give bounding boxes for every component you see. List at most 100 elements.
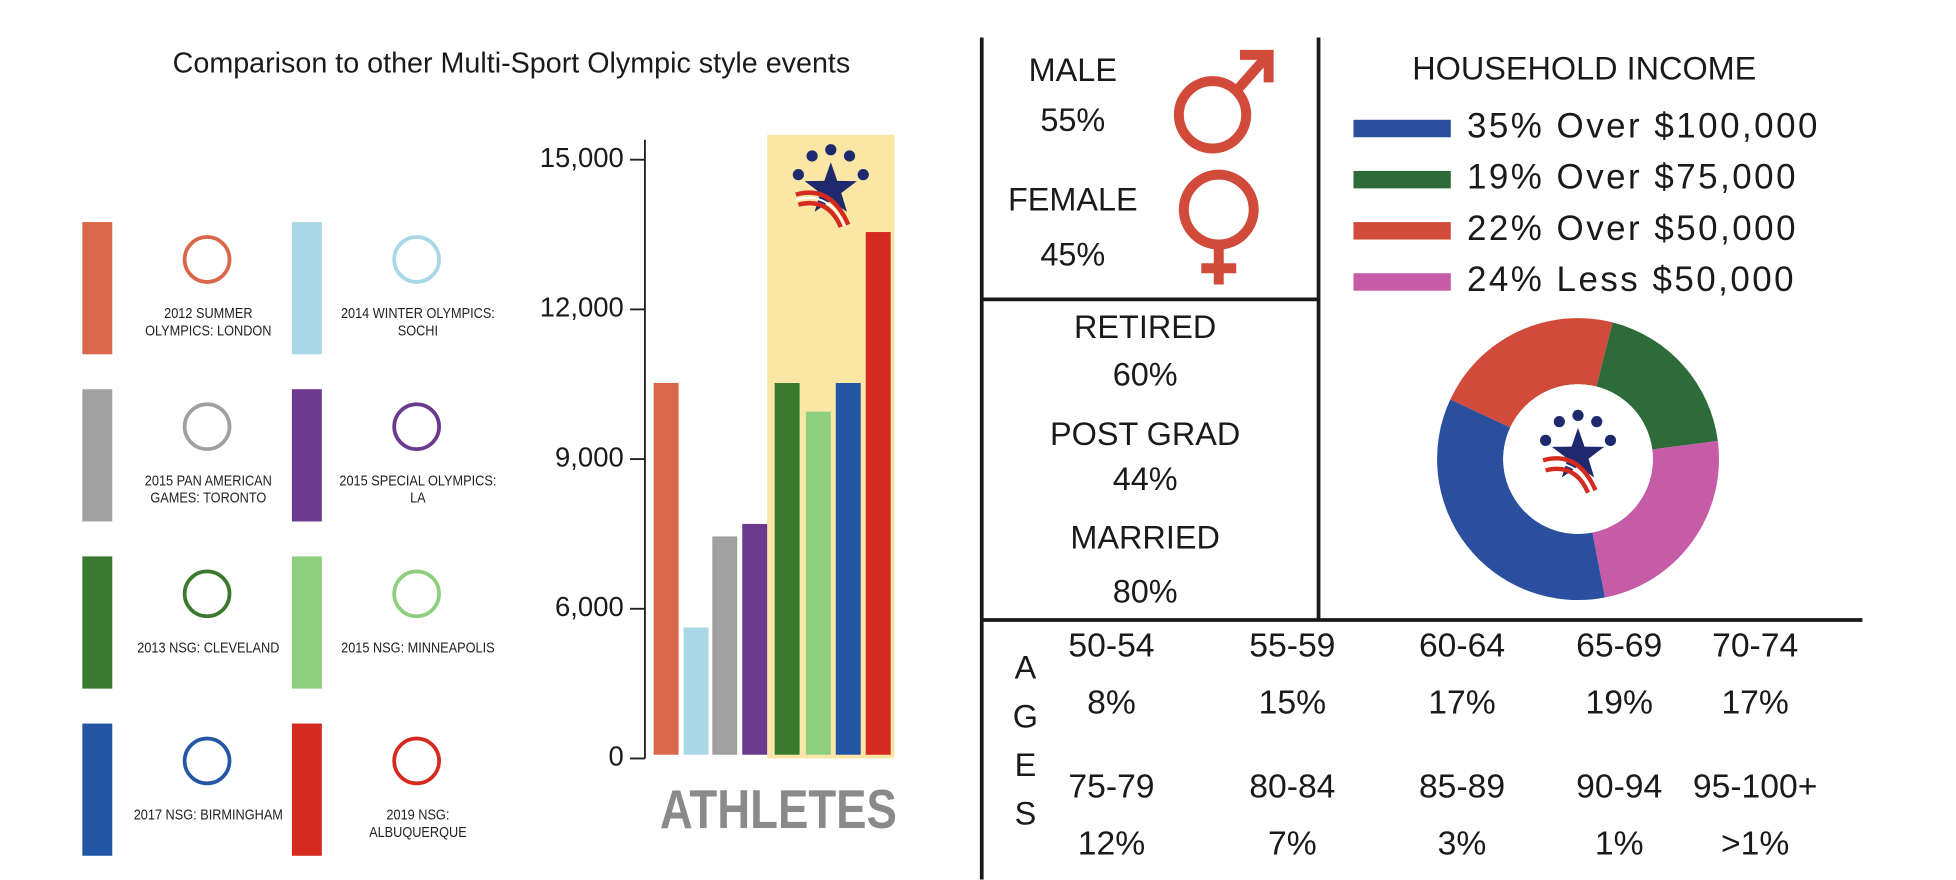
age-percent: 3% bbox=[1438, 826, 1487, 863]
female-label: FEMALE bbox=[1008, 182, 1138, 218]
stat-percent: 44% bbox=[1113, 461, 1178, 497]
stat-percent: 80% bbox=[1113, 573, 1178, 609]
legend-label: 2015 NSG: MINNEAPOLIS bbox=[341, 638, 495, 657]
stat-label: RETIRED bbox=[1074, 309, 1216, 345]
legend-label-box: 2012 SUMMER OLYMPICS: LONDON bbox=[145, 304, 272, 340]
female-percent: 45% bbox=[1040, 237, 1105, 273]
stat-label: MARRIED bbox=[1070, 520, 1220, 556]
legend-swatch bbox=[291, 389, 322, 522]
bar bbox=[653, 382, 679, 755]
y-tick-label: 9,000 bbox=[555, 441, 624, 472]
legend: 2012 SUMMER OLYMPICS: LONDON 2014 WINTER … bbox=[82, 222, 497, 856]
legend-swatch bbox=[1353, 222, 1451, 240]
donut-slice bbox=[1592, 440, 1719, 598]
legend-swatch bbox=[291, 556, 322, 689]
legend-swatch bbox=[82, 389, 113, 522]
legend-category: Over $100,000 bbox=[1557, 107, 1820, 146]
bar bbox=[683, 627, 709, 755]
legend-label: 35% Over $100,000 bbox=[1467, 107, 1820, 146]
legend-swatch bbox=[1353, 170, 1451, 189]
x-axis-label: ATHLETES bbox=[660, 778, 897, 840]
legend-label-box: 2014 WINTER OLYMPICS: SOCHI bbox=[340, 304, 495, 340]
age-percent: 15% bbox=[1259, 685, 1326, 722]
age-range: 55-59 bbox=[1249, 627, 1335, 664]
male-label: MALE bbox=[1029, 52, 1117, 88]
age-range: 75-79 bbox=[1068, 768, 1154, 805]
legend-swatch bbox=[82, 723, 113, 856]
age-range: 80-84 bbox=[1249, 768, 1335, 805]
y-tick-label: 15,000 bbox=[540, 142, 624, 173]
legend-label-box: 2019 NSG: ALBUQUERQUE bbox=[369, 805, 467, 841]
event-logo bbox=[392, 402, 441, 451]
legend-label: 2015 SPECIAL OLYMPICS: LA bbox=[339, 471, 497, 507]
legend-swatch bbox=[82, 556, 113, 689]
legend-label-box: 2015 SPECIAL OLYMPICS: LA bbox=[339, 471, 497, 507]
legend-label: 2015 PAN AMERICAN GAMES: TORONTO bbox=[144, 471, 272, 507]
age-percent: 8% bbox=[1087, 685, 1136, 722]
dividers bbox=[979, 37, 1863, 880]
age-range: 60-64 bbox=[1419, 627, 1505, 664]
legend-value: 35% bbox=[1467, 107, 1544, 146]
chart-title: Comparison to other Multi-Sport Olympic … bbox=[173, 47, 851, 79]
age-range: 85-89 bbox=[1419, 768, 1505, 805]
legend-swatch bbox=[82, 222, 113, 355]
ages-label-box: AGES bbox=[1007, 648, 1045, 836]
age-percent: 19% bbox=[1585, 685, 1652, 722]
legend-value: 24% bbox=[1467, 260, 1544, 299]
age-percent: 17% bbox=[1428, 685, 1495, 722]
event-logo bbox=[182, 736, 232, 786]
event-logo bbox=[392, 235, 441, 284]
y-tick-label: 0 bbox=[608, 741, 623, 772]
age-range: 95-100+ bbox=[1693, 768, 1818, 805]
legend-label-box: 2015 PAN AMERICAN GAMES: TORONTO bbox=[144, 471, 272, 507]
age-percent: 1% bbox=[1595, 826, 1644, 863]
male-percent: 55% bbox=[1040, 102, 1105, 138]
legend-label: 2012 SUMMER OLYMPICS: LONDON bbox=[145, 304, 272, 340]
age-range: 90-94 bbox=[1576, 768, 1662, 805]
legend-category: Less $50,000 bbox=[1557, 260, 1797, 299]
legend-label: 2014 WINTER OLYMPICS: SOCHI bbox=[340, 304, 495, 340]
donut-slice bbox=[1450, 318, 1613, 428]
bar bbox=[835, 382, 861, 755]
stat-percent: 60% bbox=[1113, 356, 1178, 392]
y-tick-label: 12,000 bbox=[540, 292, 624, 323]
ages-label: AGES bbox=[1007, 648, 1045, 836]
legend-swatch bbox=[1353, 119, 1451, 138]
legend-label: 2019 NSG: ALBUQUERQUE bbox=[369, 805, 467, 841]
ages: AGES 50-54 8% 55-59 15% 60-64 17% 65-69 19% 70-74… bbox=[1008, 627, 1817, 862]
legend-swatch bbox=[1353, 273, 1451, 291]
age-percent: >1% bbox=[1721, 826, 1789, 863]
event-logo bbox=[182, 402, 232, 451]
event-logo bbox=[182, 235, 232, 284]
female-symbol bbox=[1178, 169, 1259, 285]
age-range: 65-69 bbox=[1576, 627, 1662, 664]
legend-label-box: 2017 NSG: BIRMINGHAM bbox=[134, 806, 283, 823]
donut-chart: 35% Over $100,000 19% Over $75,000 22% Ove… bbox=[1353, 107, 1820, 601]
bar bbox=[742, 523, 768, 755]
legend-label-box: 2013 NSG: CLEVELAND bbox=[137, 638, 280, 657]
legend-label: 2013 NSG: CLEVELAND bbox=[137, 638, 280, 657]
legend-swatch bbox=[291, 723, 322, 856]
legend-label: 22% Over $50,000 bbox=[1467, 209, 1798, 248]
bar bbox=[774, 382, 800, 755]
age-range: 70-74 bbox=[1712, 627, 1798, 664]
age-percent: 17% bbox=[1721, 685, 1788, 722]
legend-value: 19% bbox=[1467, 158, 1544, 197]
stat-label: POST GRAD bbox=[1050, 416, 1240, 452]
bar bbox=[805, 411, 831, 755]
legend-label: 19% Over $75,000 bbox=[1467, 158, 1798, 197]
age-range: 50-54 bbox=[1068, 627, 1154, 664]
legend-swatch bbox=[291, 222, 322, 355]
legend-label-box: 2015 NSG: MINNEAPOLIS bbox=[341, 638, 495, 657]
male-symbol bbox=[1173, 49, 1274, 154]
y-tick-label: 6,000 bbox=[555, 591, 624, 622]
legend-label: 24% Less $50,000 bbox=[1467, 260, 1796, 299]
event-logo bbox=[182, 569, 232, 619]
pie-title: HOUSEHOLD INCOME bbox=[1412, 51, 1756, 87]
donut-slice bbox=[1437, 399, 1605, 601]
donut-slice bbox=[1596, 322, 1718, 450]
bar bbox=[865, 232, 891, 755]
event-logo bbox=[392, 569, 441, 619]
